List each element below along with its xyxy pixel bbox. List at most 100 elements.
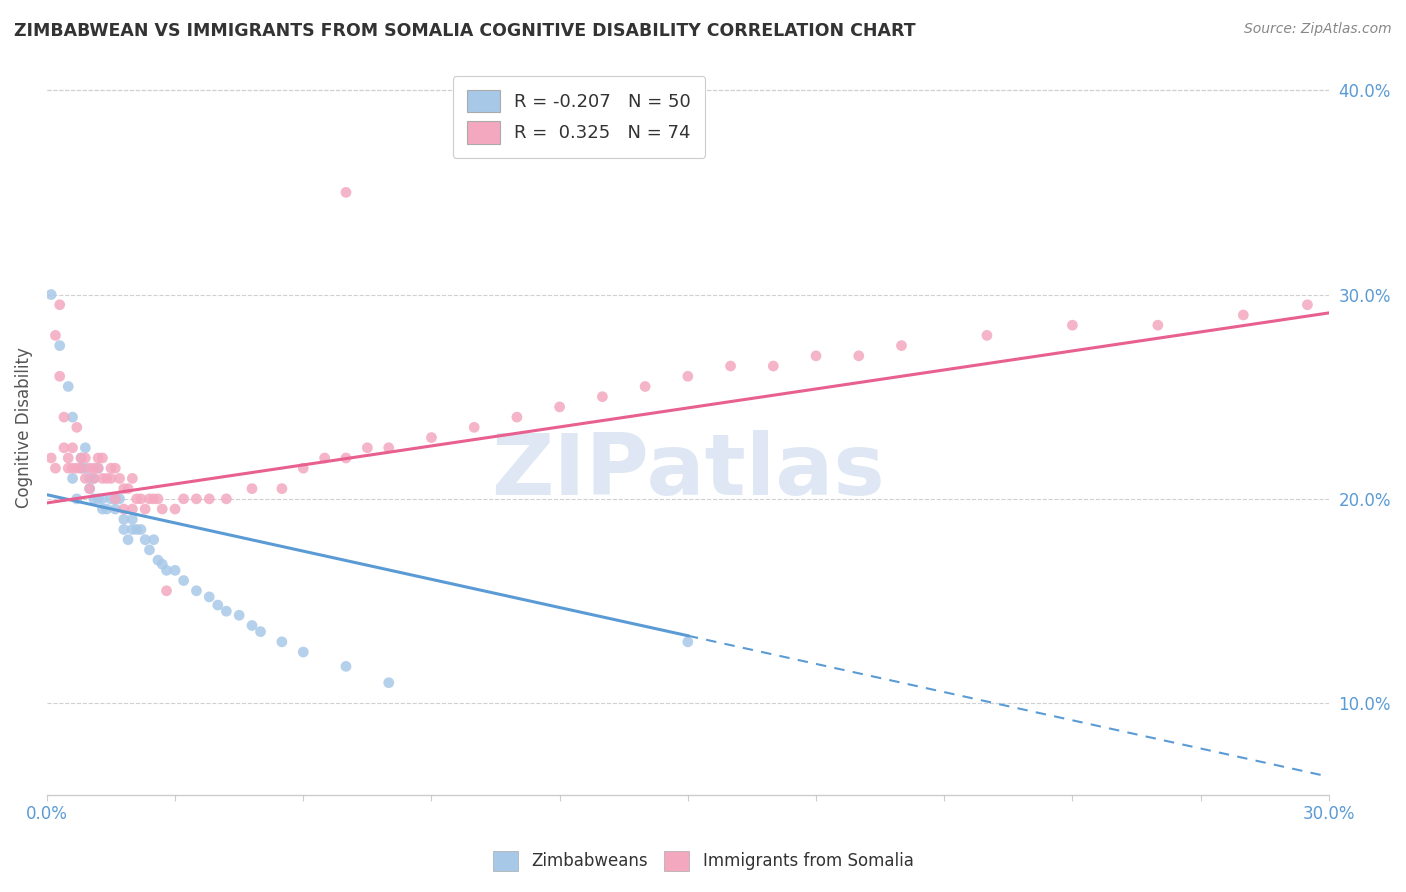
Point — [676, 635, 699, 649]
Text: Source: ZipAtlas.com: Source: ZipAtlas.com — [1244, 22, 1392, 37]
Point — [91, 491, 114, 506]
Point — [121, 523, 143, 537]
Point — [121, 512, 143, 526]
Point — [1147, 318, 1170, 333]
Point — [249, 624, 271, 639]
Point — [125, 523, 148, 537]
Point — [634, 379, 657, 393]
Point — [75, 471, 97, 485]
Point — [44, 328, 66, 343]
Point — [108, 471, 131, 485]
Point — [87, 461, 110, 475]
Point — [66, 420, 89, 434]
Point — [104, 461, 127, 475]
Point — [100, 461, 122, 475]
Point — [62, 410, 84, 425]
Point — [87, 450, 110, 465]
Point — [53, 410, 76, 425]
Point — [848, 349, 870, 363]
Point — [676, 369, 699, 384]
Point — [83, 471, 105, 485]
Point — [270, 482, 292, 496]
Point — [228, 608, 250, 623]
Point — [377, 441, 399, 455]
Point — [66, 491, 89, 506]
Point — [79, 471, 101, 485]
Point — [292, 461, 315, 475]
Point — [173, 491, 195, 506]
Point — [70, 461, 93, 475]
Point — [48, 369, 70, 384]
Legend: R = -0.207   N = 50, R =  0.325   N = 74: R = -0.207 N = 50, R = 0.325 N = 74 — [453, 76, 706, 158]
Point — [1296, 298, 1319, 312]
Point — [146, 553, 169, 567]
Point — [75, 461, 97, 475]
Point — [215, 604, 238, 618]
Point — [112, 502, 135, 516]
Point — [91, 450, 114, 465]
Point — [39, 450, 62, 465]
Point — [121, 502, 143, 516]
Point — [335, 186, 357, 200]
Legend: Zimbabweans, Immigrants from Somalia: Zimbabweans, Immigrants from Somalia — [484, 842, 922, 880]
Point — [121, 471, 143, 485]
Point — [506, 410, 529, 425]
Point — [96, 471, 118, 485]
Point — [292, 645, 315, 659]
Point — [165, 563, 187, 577]
Point — [207, 598, 229, 612]
Point — [83, 471, 105, 485]
Point — [70, 450, 93, 465]
Point — [1232, 308, 1254, 322]
Point — [100, 491, 122, 506]
Point — [104, 491, 127, 506]
Text: ZIMBABWEAN VS IMMIGRANTS FROM SOMALIA COGNITIVE DISABILITY CORRELATION CHART: ZIMBABWEAN VS IMMIGRANTS FROM SOMALIA CO… — [14, 22, 915, 40]
Point — [240, 482, 263, 496]
Point — [87, 461, 110, 475]
Point — [215, 491, 238, 506]
Point — [146, 491, 169, 506]
Point — [58, 379, 80, 393]
Point — [53, 441, 76, 455]
Point — [75, 441, 97, 455]
Point — [112, 512, 135, 526]
Point — [142, 533, 165, 547]
Point — [314, 450, 336, 465]
Point — [186, 491, 208, 506]
Point — [79, 461, 101, 475]
Point — [83, 491, 105, 506]
Point — [134, 533, 156, 547]
Point — [150, 502, 173, 516]
Point — [91, 471, 114, 485]
Point — [198, 491, 221, 506]
Point — [44, 461, 66, 475]
Point — [112, 482, 135, 496]
Point — [976, 328, 998, 343]
Point — [58, 450, 80, 465]
Point — [62, 471, 84, 485]
Point — [270, 635, 292, 649]
Point — [112, 523, 135, 537]
Point — [804, 349, 827, 363]
Point — [62, 461, 84, 475]
Point — [186, 583, 208, 598]
Point — [87, 491, 110, 506]
Point — [335, 450, 357, 465]
Point — [104, 502, 127, 516]
Point — [129, 491, 152, 506]
Point — [66, 461, 89, 475]
Point — [91, 502, 114, 516]
Point — [198, 590, 221, 604]
Point — [377, 675, 399, 690]
Point — [1062, 318, 1084, 333]
Point — [134, 502, 156, 516]
Point — [420, 431, 443, 445]
Point — [79, 482, 101, 496]
Point — [173, 574, 195, 588]
Point — [165, 502, 187, 516]
Point — [155, 563, 177, 577]
Point — [890, 338, 912, 352]
Point — [62, 441, 84, 455]
Point — [58, 461, 80, 475]
Point — [356, 441, 378, 455]
